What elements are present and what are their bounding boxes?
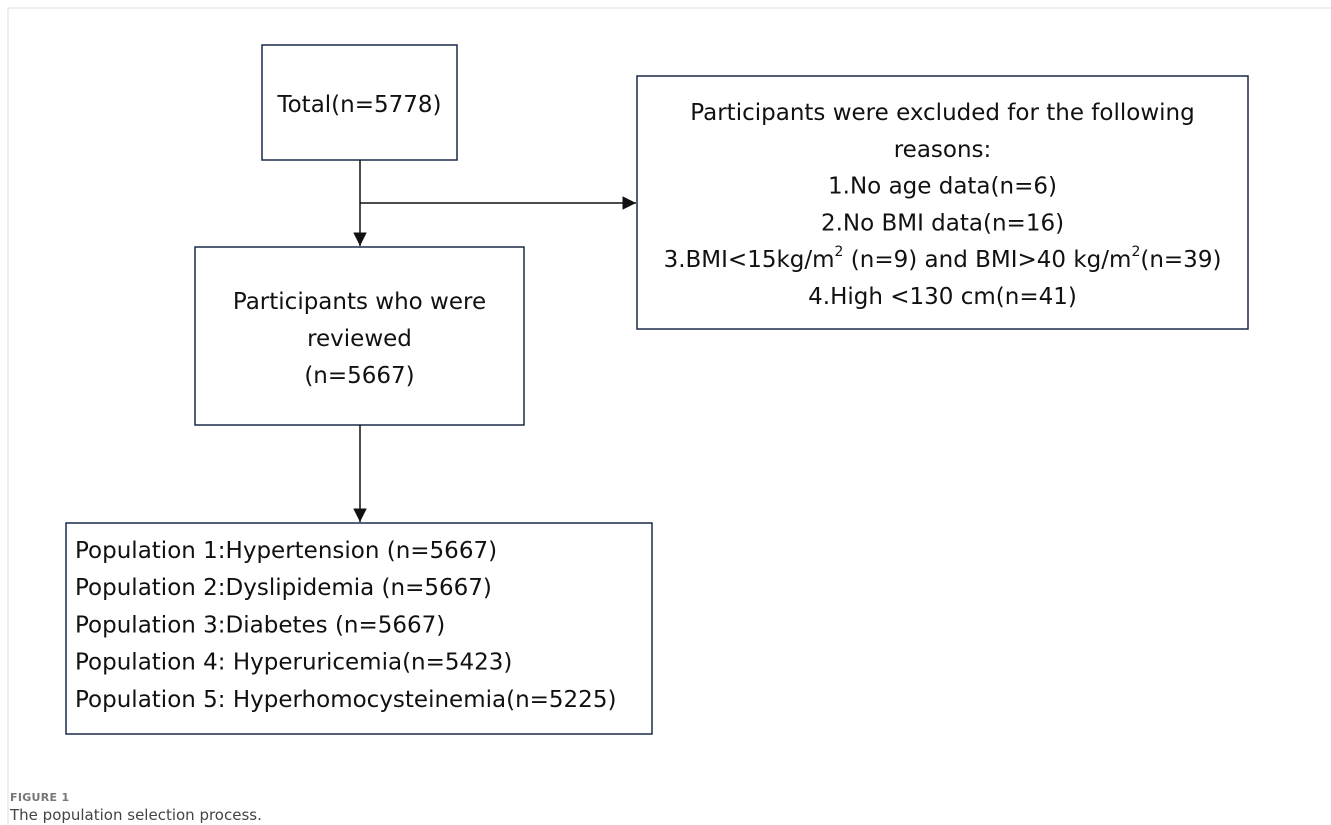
text-segment: reviewed: [307, 326, 412, 352]
excluded-line: 4.High <130 cm(n=41): [808, 284, 1077, 310]
total-line: Total(n=5778): [276, 92, 441, 118]
excluded-line: Participants were excluded for the follo…: [690, 100, 1194, 126]
populations-line: Population 4: Hyperuricemia(n=5423): [75, 649, 512, 675]
superscript: 2: [1131, 244, 1140, 260]
text-segment: Population 4: Hyperuricemia(n=5423): [75, 649, 512, 675]
text-segment: Population 5: Hyperhomocysteinemia(n=522…: [75, 686, 616, 712]
text-segment: Participants who were: [233, 289, 486, 315]
reviewed-line: reviewed: [307, 326, 412, 352]
populations-box: [65, 522, 653, 735]
caption-text: The population selection process.: [9, 806, 262, 824]
text-segment: Participants were excluded for the follo…: [690, 100, 1194, 126]
caption-label: FIGURE 1: [10, 791, 69, 804]
populations-line: Population 5: Hyperhomocysteinemia(n=522…: [75, 686, 616, 712]
excluded-box: [636, 75, 1249, 330]
text-segment: reasons:: [894, 136, 992, 162]
text-segment: 1.No age data(n=6): [828, 173, 1057, 199]
reviewed-line: (n=5667): [304, 363, 414, 389]
excluded-line: 1.No age data(n=6): [828, 173, 1057, 199]
text-segment: (n=9) and BMI>40 kg/m: [843, 247, 1131, 273]
excluded-line: reasons:: [894, 136, 992, 162]
text-segment: (n=5667): [304, 363, 414, 389]
text-segment: Population 2:Dyslipidemia (n=5667): [75, 575, 492, 601]
text-segment: Population 3:Diabetes (n=5667): [75, 612, 445, 638]
populations-line: Population 1:Hypertension (n=5667): [75, 538, 497, 564]
text-segment: 2.No BMI data(n=16): [821, 210, 1064, 236]
populations-line: Population 2:Dyslipidemia (n=5667): [75, 575, 492, 601]
text-segment: 4.High <130 cm(n=41): [808, 284, 1077, 310]
text-segment: 3.BMI<15kg/m: [664, 247, 835, 273]
superscript: 2: [835, 244, 844, 260]
populations-line: Population 3:Diabetes (n=5667): [75, 612, 445, 638]
frame: [7, 7, 1331, 825]
excluded-line: 3.BMI<15kg/m2 (n=9) and BMI>40 kg/m2(n=3…: [664, 244, 1222, 273]
excluded-line: 2.No BMI data(n=16): [821, 210, 1064, 236]
text-segment: (n=39): [1140, 247, 1221, 273]
text-segment: Population 1:Hypertension (n=5667): [75, 538, 497, 564]
reviewed-line: Participants who were: [233, 289, 486, 315]
text-segment: Total(n=5778): [276, 92, 441, 118]
